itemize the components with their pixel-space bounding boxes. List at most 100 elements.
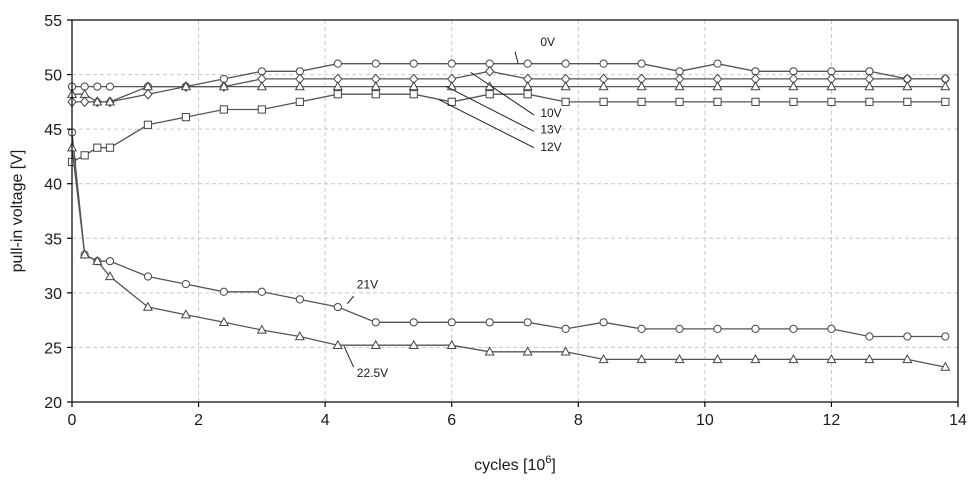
data-point-21v: [713, 324, 722, 333]
x-tick-label: 6: [447, 412, 456, 429]
data-point-12v: [295, 97, 304, 106]
data-point-21v: [219, 287, 228, 296]
x-tick-label: 8: [574, 412, 583, 429]
y-tick-label: 25: [44, 340, 62, 357]
data-point-21v: [827, 324, 836, 333]
series-label-13v: 13V: [540, 123, 561, 137]
data-point-21v: [371, 318, 380, 327]
x-axis-title-main: cycles [10: [474, 457, 545, 474]
data-point-22-5v: [294, 331, 305, 341]
data-point-21v: [105, 257, 115, 266]
data-point-10v: [79, 96, 90, 108]
x-tick-label: 2: [194, 412, 203, 429]
data-point-22-5v: [370, 339, 381, 349]
data-point-12v: [257, 105, 266, 114]
data-point-13v: [370, 81, 381, 91]
data-point-22-5v: [104, 271, 116, 281]
series-line-10v: [72, 70, 946, 103]
axis-ticks: 20 25 30 35 40 45 50 55 0 2 4 6 8 10 12 14: [44, 13, 967, 429]
data-point-13v: [826, 81, 837, 91]
data-point-13v: [864, 81, 875, 91]
data-point-22-5v: [750, 354, 761, 364]
data-point-22-5v: [826, 354, 837, 364]
data-point-22-5v: [180, 309, 191, 319]
data-point-0v: [371, 59, 380, 68]
data-point-13v: [218, 81, 229, 91]
x-tick-label: 10: [696, 412, 714, 429]
data-point-0v: [599, 59, 608, 68]
data-point-12v: [637, 97, 646, 106]
data-point-0v: [333, 59, 342, 68]
data-point-13v: [674, 81, 685, 91]
data-point-12v: [523, 90, 532, 99]
y-tick-label: 30: [44, 286, 62, 303]
data-point-21v: [865, 332, 874, 341]
x-tick-label: 12: [823, 412, 841, 429]
x-tick-label: 14: [949, 412, 967, 429]
data-point-22-5v: [522, 346, 533, 356]
data-point-21v: [485, 318, 494, 327]
series-layer: [66, 59, 951, 371]
data-point-12v: [751, 97, 760, 106]
data-point-12v: [219, 105, 228, 114]
label-leader-22-5v: [343, 346, 355, 368]
data-point-13v: [902, 81, 913, 91]
data-point-21v: [637, 324, 646, 333]
data-point-13v: [332, 81, 343, 91]
label-leader-10v: [470, 71, 535, 116]
series-label-10v: 10V: [540, 106, 561, 120]
y-tick-label: 55: [44, 13, 62, 30]
data-point-22-5v: [142, 301, 153, 311]
data-point-10v: [143, 88, 153, 100]
series-10v: [67, 65, 951, 108]
series-line-21v: [71, 132, 946, 338]
plot-area-frame: [71, 19, 959, 403]
data-point-0v: [93, 82, 102, 91]
data-point-22-5v: [218, 316, 229, 327]
data-point-22-5v: [788, 354, 799, 364]
label-leader-21v: [346, 295, 355, 305]
series-12v: [67, 90, 950, 166]
data-point-13v: [940, 81, 951, 91]
x-tick-label: 0: [68, 412, 77, 429]
data-point-21v: [903, 332, 912, 341]
data-point-21v: [523, 318, 532, 327]
data-point-22-5v: [332, 339, 343, 349]
series-label-22-5v: 22.5V: [357, 366, 388, 380]
y-axis-title: pull-in voltage [V]: [9, 150, 26, 273]
x-tick-label: 4: [321, 412, 330, 429]
data-point-21v: [181, 280, 191, 289]
label-leader-12v: [438, 99, 535, 149]
data-point-22-5v: [674, 354, 685, 364]
data-point-0v: [523, 59, 532, 68]
data-point-12v: [827, 97, 836, 106]
data-point-13v: [294, 81, 305, 91]
data-point-22-5v: [864, 354, 875, 364]
series-line-12v: [71, 93, 946, 163]
data-point-12v: [371, 90, 380, 99]
data-point-21v: [599, 318, 608, 327]
data-point-0v: [105, 82, 115, 91]
data-point-0v: [447, 59, 456, 68]
series-21v: [67, 128, 950, 341]
data-point-21v: [675, 324, 684, 333]
data-point-13v: [142, 81, 153, 91]
data-point-12v: [865, 97, 874, 106]
series-label-12v: 12V: [540, 140, 561, 154]
data-point-21v: [941, 332, 950, 341]
data-point-13v: [712, 81, 723, 91]
y-tick-label: 45: [44, 122, 62, 139]
data-point-21v: [561, 324, 570, 333]
data-point-21v: [257, 287, 266, 296]
data-point-12v: [80, 151, 89, 160]
data-point-12v: [789, 97, 798, 106]
data-point-22-5v: [408, 339, 419, 349]
data-point-13v: [92, 96, 103, 106]
data-point-22-5v: [446, 339, 457, 349]
data-point-12v: [561, 97, 570, 106]
data-point-21v: [447, 318, 456, 327]
data-point-21v: [409, 318, 418, 327]
series-13v: [66, 81, 951, 106]
data-point-22-5v: [712, 354, 723, 364]
